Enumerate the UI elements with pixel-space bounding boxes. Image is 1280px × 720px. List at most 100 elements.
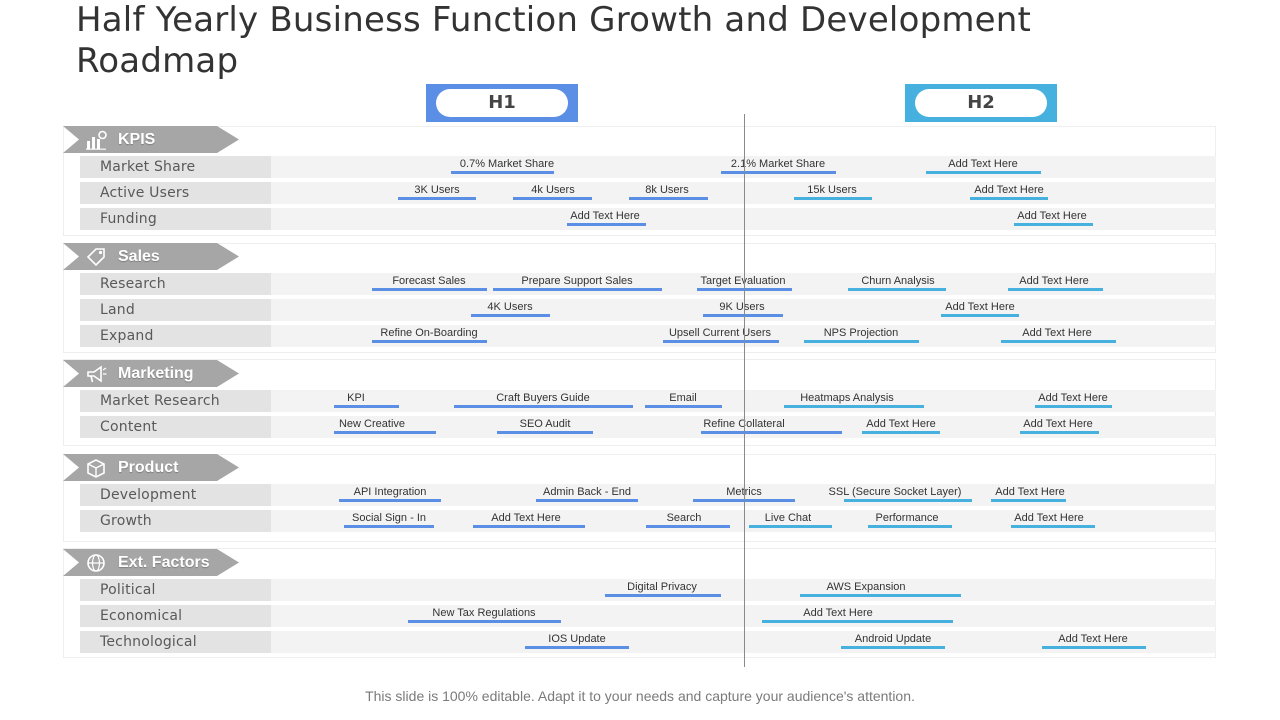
milestone-label: Target Evaluation: [700, 275, 786, 287]
milestone-label: Digital Privacy: [627, 581, 697, 593]
milestone-bar: [1001, 340, 1116, 343]
milestone-bar: [749, 525, 832, 528]
period-h2-header: H2: [905, 84, 1057, 122]
milestone-label: New Tax Regulations: [432, 607, 536, 619]
section-header-product: Product: [63, 454, 239, 481]
row-label-market-share: Market Share: [80, 156, 271, 178]
milestone-label: Add Text Here: [570, 210, 640, 222]
milestone-label: Add Text Here: [974, 184, 1044, 196]
milestone-bar: [1020, 431, 1099, 434]
section-header-kpis: KPIS: [63, 126, 239, 153]
milestone-label: Add Text Here: [948, 158, 1018, 170]
row-label-economical: Economical: [80, 605, 271, 627]
milestone-label: 0.7% Market Share: [459, 158, 555, 170]
row-label-market-research: Market Research: [80, 390, 271, 412]
milestone-label: Add Text Here: [1014, 512, 1084, 524]
row-label-content: Content: [80, 416, 271, 438]
milestone-bar: [605, 594, 721, 597]
milestone-bar: [800, 594, 961, 597]
section-title: Product: [118, 459, 179, 476]
milestone-bar: [567, 223, 646, 226]
milestone-label: Android Update: [854, 633, 932, 645]
milestone-label: Add Text Here: [1019, 275, 1089, 287]
row-label-research: Research: [80, 273, 271, 295]
milestone-bar: [629, 197, 708, 200]
period-h2-label: H2: [915, 89, 1047, 117]
milestone-label: Add Text Here: [491, 512, 561, 524]
milestone-bar: [848, 288, 946, 291]
milestone-bar: [841, 646, 945, 649]
milestone-bar: [1011, 525, 1095, 528]
row-expand: [80, 325, 1216, 347]
section-title: Marketing: [118, 365, 194, 382]
milestone-label: Add Text Here: [866, 418, 936, 430]
milestone-bar: [513, 197, 592, 200]
section-header-sales: Sales: [63, 243, 239, 270]
row-label-growth: Growth: [80, 510, 271, 532]
milestone-bar: [334, 431, 436, 434]
milestone-label: IOS Update: [548, 633, 606, 645]
milestone-label: Add Text Here: [1058, 633, 1128, 645]
milestone-label: Add Text Here: [803, 607, 873, 619]
milestone-label: Add Text Here: [1017, 210, 1087, 222]
milestone-label: Churn Analysis: [861, 275, 935, 287]
milestone-bar: [868, 525, 952, 528]
row-label-development: Development: [80, 484, 271, 506]
milestone-bar: [497, 431, 593, 434]
period-h1-header: H1: [426, 84, 578, 122]
milestone-bar: [645, 405, 722, 408]
milestone-label: Add Text Here: [995, 486, 1065, 498]
milestone-bar: [493, 288, 662, 291]
milestone-bar: [991, 499, 1066, 502]
box-icon: [85, 458, 107, 478]
milestone-label: Craft Buyers Guide: [496, 392, 590, 404]
milestone-label: Refine On-Boarding: [380, 327, 478, 339]
row-label-active-users: Active Users: [80, 182, 271, 204]
milestone-bar: [344, 525, 434, 528]
milestone-label: Search: [666, 512, 702, 524]
milestone-label: Add Text Here: [1038, 392, 1108, 404]
milestone-label: Email: [669, 392, 697, 404]
row-funding: [80, 208, 1216, 230]
milestone-bar: [372, 288, 487, 291]
milestone-bar: [941, 314, 1019, 317]
milestone-bar: [473, 525, 585, 528]
milestone-label: New Creative: [338, 418, 406, 430]
megaphone-icon: [85, 364, 107, 384]
milestone-label: SSL (Secure Socket Layer): [828, 486, 962, 498]
milestone-label: Add Text Here: [1023, 418, 1093, 430]
milestone-label: 2.1% Market Share: [730, 158, 826, 170]
milestone-bar: [784, 405, 924, 408]
period-divider-line: [744, 114, 745, 667]
milestone-bar: [525, 646, 629, 649]
section-title: Sales: [118, 248, 160, 265]
milestone-bar: [471, 314, 550, 317]
milestone-bar: [451, 171, 554, 174]
row-land: [80, 299, 1216, 321]
tag-icon: [85, 247, 107, 267]
milestone-label: 4K Users: [487, 301, 533, 313]
milestone-label: Upsell Current Users: [668, 327, 772, 339]
row-label-political: Political: [80, 579, 271, 601]
row-label-technological: Technological: [80, 631, 271, 653]
milestone-bar: [804, 340, 919, 343]
milestone-bar: [926, 171, 1041, 174]
row-label-land: Land: [80, 299, 271, 321]
section-sales: [63, 243, 1216, 353]
row-label-expand: Expand: [80, 325, 271, 347]
milestone-label: Add Text Here: [1022, 327, 1092, 339]
milestone-label: API Integration: [353, 486, 427, 498]
section-title: Ext. Factors: [118, 554, 210, 571]
milestone-bar: [701, 431, 842, 434]
milestone-bar: [1008, 288, 1103, 291]
milestone-bar: [703, 314, 783, 317]
milestone-bar: [1014, 223, 1093, 226]
milestone-bar: [844, 499, 972, 502]
milestone-label: Forecast Sales: [392, 275, 466, 287]
milestone-label: Prepare Support Sales: [521, 275, 633, 287]
stats-icon: [85, 130, 107, 150]
globe-icon: [85, 553, 107, 573]
milestone-bar: [398, 197, 476, 200]
milestone-label: Add Text Here: [945, 301, 1015, 313]
section-kpis: [63, 126, 1216, 236]
